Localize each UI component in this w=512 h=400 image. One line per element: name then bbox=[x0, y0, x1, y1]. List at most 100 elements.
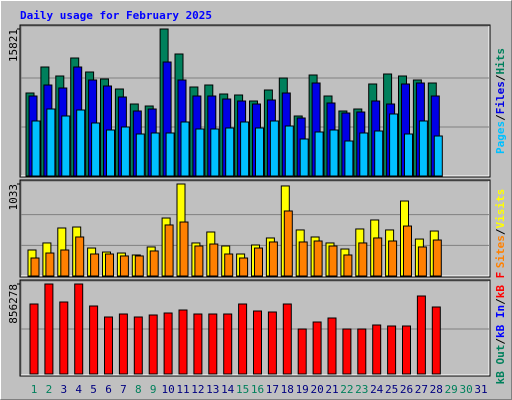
x-tick-label: 7 bbox=[120, 383, 127, 396]
bar bbox=[134, 255, 144, 277]
x-tick-label: 1 bbox=[31, 383, 38, 396]
bar bbox=[195, 128, 205, 177]
legend-entry: kB In bbox=[494, 305, 507, 338]
legend-separator: / bbox=[494, 114, 507, 121]
bar bbox=[224, 253, 234, 277]
bar bbox=[44, 283, 54, 375]
bar bbox=[148, 314, 158, 375]
panel-bevel bbox=[20, 25, 489, 176]
bar bbox=[135, 133, 145, 177]
bar bbox=[373, 237, 383, 277]
x-tick-label: 13 bbox=[206, 383, 219, 396]
x-tick-label: 30 bbox=[459, 383, 472, 396]
x-tick-label: 17 bbox=[266, 383, 279, 396]
bar bbox=[238, 303, 248, 375]
legend: Pages/Files/Hits bbox=[494, 48, 507, 154]
bar bbox=[327, 317, 337, 375]
bar bbox=[91, 122, 101, 177]
bar bbox=[239, 257, 249, 277]
legend-separator: / bbox=[494, 298, 507, 305]
bar bbox=[133, 316, 143, 375]
x-tick-label: 23 bbox=[355, 383, 368, 396]
bar bbox=[418, 120, 428, 177]
legend: kB Out/kB In/kB F bbox=[494, 272, 507, 385]
bar bbox=[31, 120, 41, 177]
bar bbox=[269, 120, 279, 177]
chart-title: Daily usage for February 2025 bbox=[20, 9, 212, 22]
x-tick-label: 12 bbox=[191, 383, 204, 396]
legend-entry: kB Out bbox=[494, 345, 507, 385]
bar bbox=[298, 241, 308, 277]
bar bbox=[105, 253, 114, 277]
panel-bevel bbox=[20, 180, 489, 276]
bar bbox=[210, 128, 220, 177]
x-tick-label: 28 bbox=[430, 383, 443, 396]
bar bbox=[389, 113, 399, 177]
x-tick-label: 19 bbox=[296, 383, 309, 396]
bar bbox=[432, 239, 442, 277]
bar bbox=[359, 132, 369, 177]
bar bbox=[75, 236, 85, 277]
x-tick-label: 21 bbox=[325, 383, 338, 396]
x-tick-label: 4 bbox=[75, 383, 82, 396]
panel-bevel bbox=[21, 281, 490, 376]
bar bbox=[193, 313, 203, 375]
x-tick-label: 26 bbox=[400, 383, 413, 396]
bar bbox=[106, 129, 115, 177]
legend-separator: / bbox=[494, 228, 507, 235]
legend-entry: Files bbox=[494, 81, 507, 114]
bar bbox=[297, 328, 307, 375]
bar bbox=[283, 210, 293, 277]
bar bbox=[328, 245, 338, 277]
bar bbox=[357, 328, 367, 375]
x-tick-label: 18 bbox=[281, 383, 294, 396]
bar bbox=[90, 253, 100, 277]
bar bbox=[119, 255, 129, 277]
x-tick-label: 22 bbox=[340, 383, 353, 396]
bar bbox=[313, 240, 323, 277]
bar bbox=[89, 305, 99, 375]
bar bbox=[329, 129, 339, 177]
bar bbox=[164, 224, 174, 277]
bar bbox=[46, 108, 56, 177]
bar bbox=[388, 240, 398, 277]
legend-entry: Visits bbox=[494, 189, 507, 229]
bar bbox=[178, 309, 188, 375]
x-tick-label: 3 bbox=[60, 383, 67, 396]
x-tick-label: 29 bbox=[445, 383, 458, 396]
bar bbox=[150, 132, 160, 177]
bar bbox=[30, 257, 40, 277]
x-tick-label: 15 bbox=[236, 383, 249, 396]
x-tick-label: 20 bbox=[310, 383, 323, 396]
bar bbox=[208, 313, 218, 375]
legend-entry: Pages bbox=[494, 121, 507, 154]
legend-entry: Hits bbox=[494, 48, 507, 75]
bar bbox=[104, 316, 113, 375]
legend-separator: / bbox=[494, 74, 507, 81]
bar bbox=[223, 313, 233, 375]
bar bbox=[431, 306, 441, 375]
bar bbox=[312, 321, 322, 375]
bar bbox=[299, 138, 309, 177]
bar bbox=[282, 303, 292, 375]
x-tick-label: 6 bbox=[105, 383, 112, 396]
x-tick-label: 25 bbox=[385, 383, 398, 396]
y-tick-label: 15821 bbox=[7, 29, 20, 62]
bar bbox=[255, 127, 264, 177]
bar bbox=[60, 249, 70, 277]
bar bbox=[358, 242, 368, 277]
x-tick-label: 24 bbox=[370, 383, 384, 396]
bar bbox=[374, 130, 384, 177]
bar bbox=[253, 310, 262, 375]
bar bbox=[284, 125, 294, 177]
bar bbox=[45, 252, 55, 277]
bar bbox=[29, 303, 39, 375]
panel-bevel bbox=[20, 280, 489, 375]
bar bbox=[74, 283, 84, 375]
legend: Sites/Visits bbox=[494, 189, 507, 269]
bar bbox=[118, 313, 128, 375]
bar bbox=[163, 312, 173, 375]
bar bbox=[225, 127, 235, 177]
x-tick-label: 31 bbox=[474, 383, 487, 396]
